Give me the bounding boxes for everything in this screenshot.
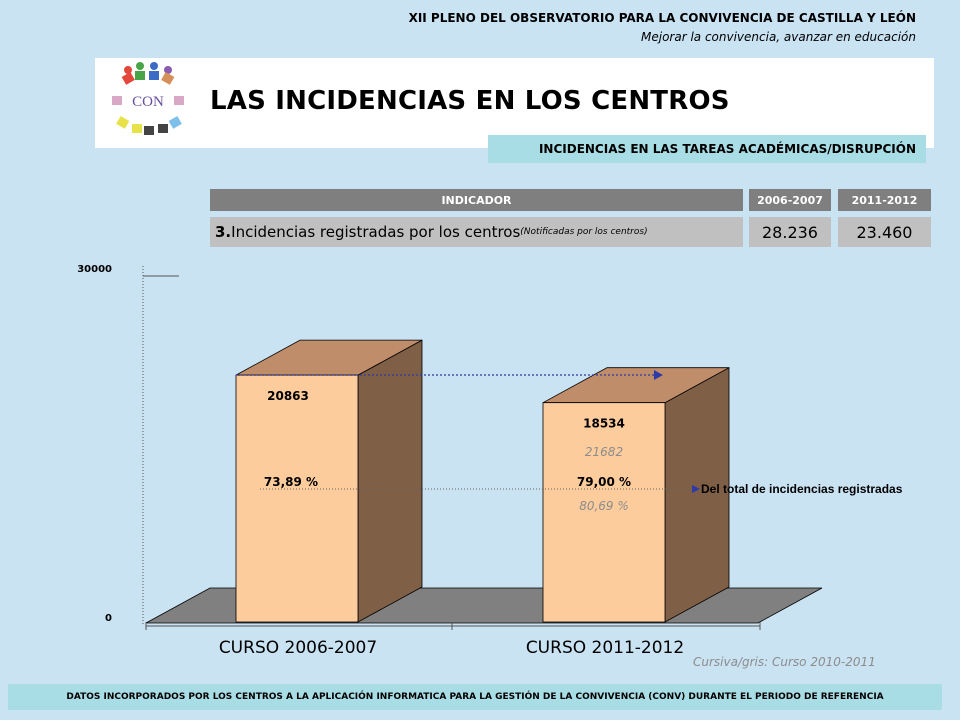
table-header-indicator: INDICADOR [210,189,743,211]
bar-percent-label-1: 79,00 % [577,475,631,489]
bar-1 [542,402,666,623]
logo-text: CON [132,94,164,110]
previous-year-value-label: 21682 [585,445,623,459]
header-subtitle: Mejorar la convivencia, avanzar en educa… [641,30,916,44]
x-category-label-0: CURSO 2006-2007 [219,638,377,658]
table-header-year-1: 2006-2007 [749,189,831,211]
observatorio-logo: CON [112,62,184,135]
legend-note: Cursiva/gris: Curso 2010-2011 [693,655,876,669]
x-category-label-1: CURSO 2011-2012 [526,638,684,658]
section-subtitle: INCIDENCIAS EN LAS TAREAS ACADÉMICAS/DIS… [488,135,926,163]
logo-figures-icon [112,62,184,135]
y-tick-label-30000: 30000 [77,264,112,275]
bar-value-label-1: 18534 [583,417,625,431]
title-banner [95,58,934,148]
table-cell-value-2: 23.460 [838,217,931,247]
table-header-year-2: 2011-2012 [838,189,931,211]
indicator-note: (Notificadas por los centros) [520,227,648,237]
indicator-number: 3. [215,223,232,241]
reference-arrow-top-icon [654,370,663,380]
previous-year-percent-label: 80,69 % [579,499,629,513]
table-cell-value-1: 28.236 [749,217,831,247]
table-cell-indicator: 3. Incidencias registradas por los centr… [210,217,743,247]
reference-arrow-percent-icon [692,485,700,493]
y-tick-label-0: 0 [105,613,112,624]
header-title: XII PLENO DEL OBSERVATORIO PARA LA CONVI… [408,11,916,25]
bar-percent-label-0: 73,89 % [264,475,318,489]
bar-value-label-0: 20863 [267,389,309,403]
bar-0 [235,374,359,623]
page-title: LAS INCIDENCIAS EN LOS CENTROS [210,86,730,116]
footer-source: DATOS INCORPORADOS POR LOS CENTROS A LA … [8,684,942,710]
bar-side-0 [357,339,423,623]
indicator-label: Incidencias registradas por los centros [231,223,521,241]
annotation-label: Del total de incidencias registradas [701,482,903,496]
